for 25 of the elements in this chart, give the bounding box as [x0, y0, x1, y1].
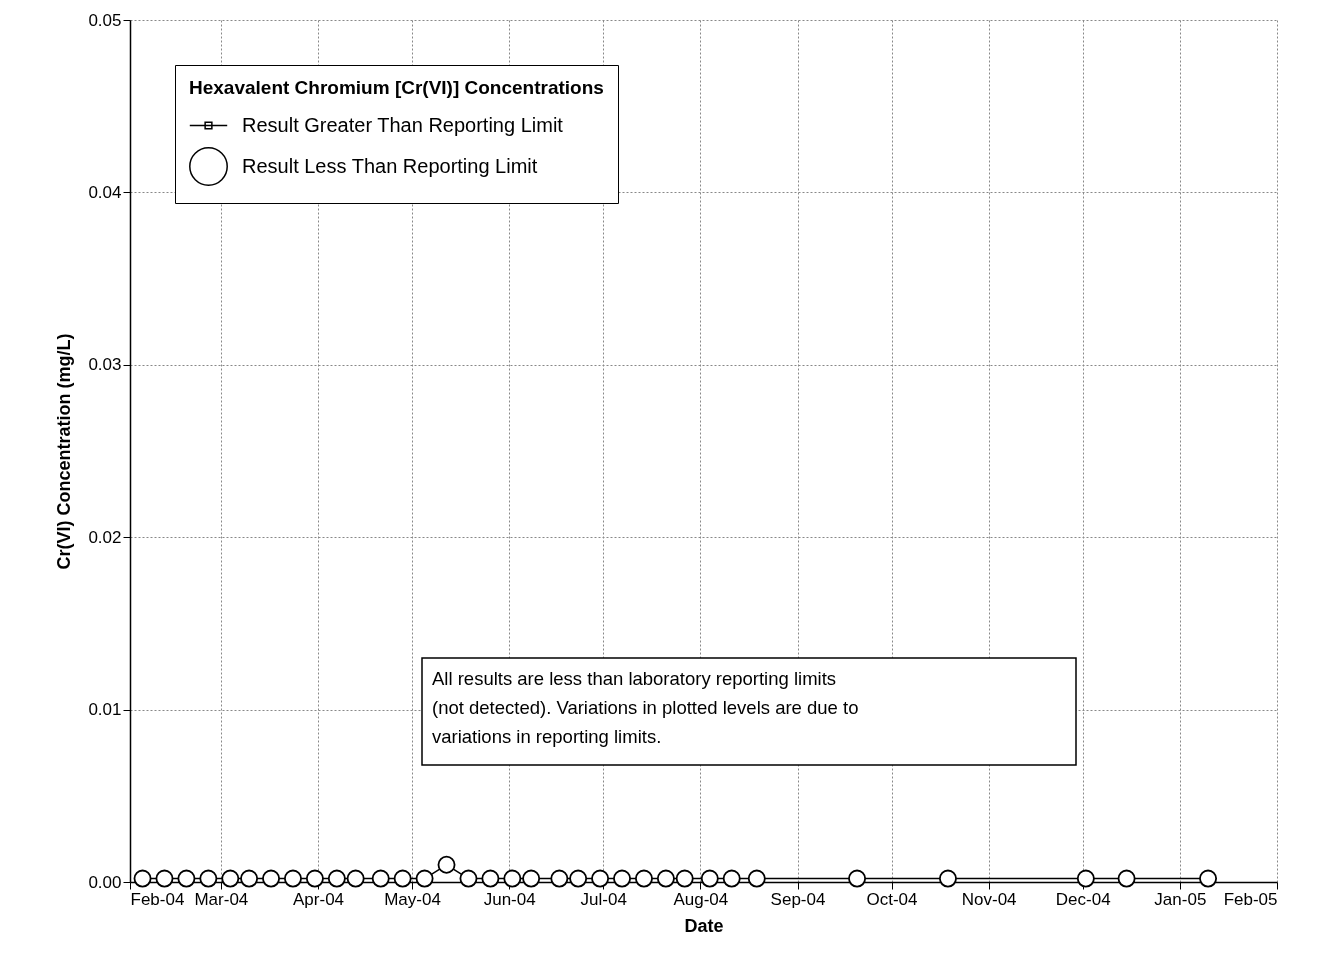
y-tick-label: 0.01	[88, 700, 122, 720]
annotation: All results are less than laboratory reporting limits (not detected). Variations in plotted levels are due to variations in reporting limits.	[432, 668, 859, 747]
x-tick-label: Oct-04	[866, 889, 918, 909]
legend-title: Hexavalent Chromium [Cr(VI)] Concentrations	[189, 77, 604, 98]
y-tick-label: 0.03	[88, 355, 122, 375]
x-axis-title: Date	[684, 915, 724, 936]
x-tick-label: Jul-04	[580, 889, 627, 909]
legend-label: Result Greater Than Reporting Limit	[242, 113, 564, 136]
x-tick-label: Jan-05	[1154, 889, 1207, 909]
y-tick-label: 0.00	[88, 872, 122, 892]
y-tick-label: 0.02	[88, 527, 122, 547]
x-tick-label: Mar-04	[194, 889, 249, 909]
x-tick-label: Aug-04	[673, 889, 729, 909]
x-tick-label: Apr-04	[293, 889, 345, 909]
x-tick-label: Sep-04	[770, 889, 826, 909]
y-tick-label: 0.04	[88, 182, 122, 202]
x-tick-label: Feb-05	[1223, 889, 1278, 909]
x-tick-label: Nov-04	[961, 889, 1017, 909]
x-tick-label: Jun-04	[483, 889, 536, 909]
x-tick-label: Dec-04	[1055, 889, 1111, 909]
legend-label: Result Less Than Reporting Limit	[242, 154, 538, 177]
y-axis-title: Cr(VI) Concentration (mg/L)	[54, 333, 75, 570]
x-tick-label: May-04	[384, 889, 441, 909]
x-tick-label: Feb-04	[130, 889, 185, 909]
y-tick-label: 0.05	[88, 10, 122, 30]
